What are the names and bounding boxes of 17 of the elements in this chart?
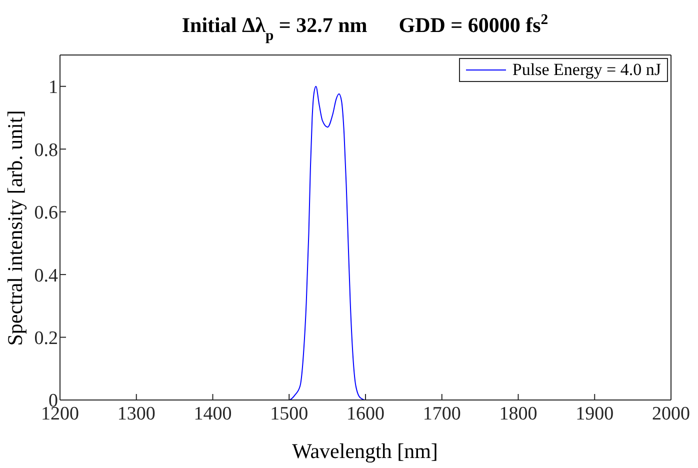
x-tick-label: 1600: [346, 403, 384, 424]
x-tick-label: 1300: [117, 403, 156, 424]
y-tick-label: 0.6: [34, 202, 58, 224]
y-axis-title: Spectral intensity [arb. unit]: [3, 110, 27, 346]
x-tick-label: 1700: [422, 403, 461, 424]
y-tick-label: 0.4: [34, 265, 58, 286]
y-tick-label: 1: [48, 77, 58, 98]
x-axis-title: Wavelength [nm]: [292, 439, 438, 463]
chart-title: Initial Δλ$_{p}$ = 32.7 nm GDD = 60000 fs$^{2}$: [182, 12, 548, 44]
x-tick-label: 1500: [270, 403, 308, 424]
x-tick-label: 1900: [576, 403, 614, 424]
x-tick-label: 1800: [499, 403, 538, 424]
y-tick-label: 0.2: [34, 328, 58, 350]
y-tick-label: 0.8: [34, 140, 58, 161]
x-tick-label: 2000: [652, 403, 690, 424]
legend-label: Pulse Energy = 4.0 nJ: [512, 60, 661, 80]
x-tick-label: 1400: [194, 403, 232, 424]
